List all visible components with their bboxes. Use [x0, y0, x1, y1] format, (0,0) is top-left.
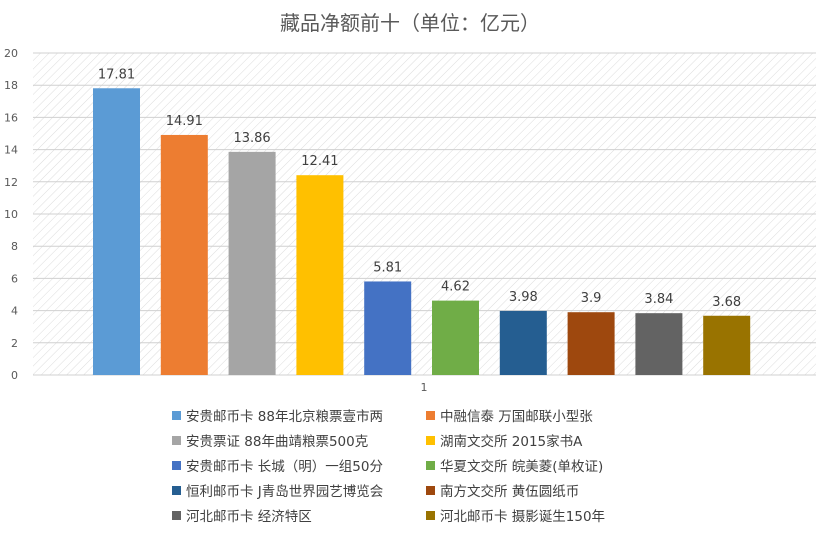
legend-label: 恒利邮币卡 J青岛世界园艺博览会 — [186, 484, 384, 500]
y-tick-label: 8 — [11, 240, 18, 253]
legend-swatch — [426, 435, 435, 445]
bar-series-2 — [160, 134, 208, 375]
y-tick-label: 4 — [11, 305, 18, 318]
legend-item: 河北邮币卡 摄影诞生150年 — [426, 507, 692, 525]
legend-label: 安贵票证 88年曲靖粮票500克 — [186, 434, 369, 450]
bar-series-7 — [499, 310, 547, 375]
chart-title: 藏品净额前十（单位：亿元） — [280, 11, 540, 35]
legend-swatch — [172, 435, 181, 445]
legend-label: 南方文交所 黄伍圆纸币 — [440, 484, 580, 500]
y-tick-label: 18 — [4, 79, 18, 92]
legend-label: 湖南文交所 2015家书A — [440, 434, 583, 450]
y-axis-ticks: 0 2 4 6 8 10 12 14 16 18 20 — [4, 47, 18, 382]
bar-series-9 — [635, 313, 683, 375]
legend-item: 安贵邮币卡 88年北京粮票壹市两 — [172, 407, 426, 425]
y-tick-label: 10 — [4, 208, 18, 221]
y-tick-label: 20 — [4, 47, 18, 60]
bars — [93, 88, 751, 375]
y-tick-label: 6 — [11, 272, 18, 285]
legend-swatch — [172, 460, 181, 470]
legend-item: 南方文交所 黄伍圆纸币 — [426, 482, 692, 500]
legend-label: 华夏文交所 皖美菱(单枚证) — [440, 459, 604, 475]
legend-label: 中融信泰 万国邮联小型张 — [440, 409, 593, 425]
legend-item: 安贵邮币卡 长城（明）一组50分 — [172, 457, 426, 475]
y-tick-label: 14 — [4, 144, 18, 157]
bar-series-10 — [703, 315, 751, 375]
bar-series-8 — [567, 312, 615, 375]
legend-label: 安贵邮币卡 长城（明）一组50分 — [186, 459, 383, 475]
data-label: 3.98 — [509, 290, 538, 305]
legend-label: 河北邮币卡 摄影诞生150年 — [440, 509, 606, 525]
x-tick-label: 1 — [421, 381, 428, 394]
y-tick-label: 0 — [11, 369, 18, 382]
legend-item: 河北邮币卡 经济特区 — [172, 507, 426, 525]
data-label: 13.86 — [233, 131, 270, 146]
data-label: 17.81 — [98, 67, 135, 82]
legend-swatch — [172, 485, 181, 495]
data-label: 5.81 — [373, 260, 402, 275]
legend-label: 河北邮币卡 经济特区 — [186, 509, 312, 525]
y-tick-label: 16 — [4, 111, 18, 124]
bar-series-6 — [432, 300, 479, 375]
legend-swatch — [172, 410, 181, 420]
legend-swatch — [426, 510, 435, 520]
data-label: 3.84 — [644, 292, 673, 307]
data-label: 3.9 — [581, 291, 602, 306]
legend-swatch — [426, 485, 435, 495]
data-label: 14.91 — [166, 114, 203, 129]
bar-series-3 — [228, 151, 276, 375]
legend: 安贵邮币卡 88年北京粮票壹市两 中融信泰 万国邮联小型张安贵票证 88年曲靖粮票… — [172, 407, 692, 525]
legend-item: 恒利邮币卡 J青岛世界园艺博览会 — [172, 482, 426, 500]
legend-item: 中融信泰 万国邮联小型张 — [426, 407, 692, 425]
bar-series-4 — [296, 175, 344, 375]
bar-series-1 — [93, 88, 140, 375]
legend-swatch — [426, 410, 435, 420]
legend-label: 安贵邮币卡 88年北京粮票壹市两 — [186, 409, 383, 425]
data-label: 4.62 — [441, 280, 470, 295]
data-labels: 17.81 14.91 13.86 12.41 5.81 4.62 3.98 3.9 3.84 3… — [98, 67, 741, 309]
legend-item: 安贵票证 88年曲靖粮票500克 — [172, 432, 426, 450]
y-tick-label: 2 — [11, 337, 18, 350]
y-tick-label: 12 — [4, 176, 18, 189]
legend-swatch — [172, 510, 181, 520]
legend-item: 华夏文交所 皖美菱(单枚证) — [426, 457, 692, 475]
legend-item: 湖南文交所 2015家书A — [426, 432, 692, 450]
data-label: 3.68 — [712, 295, 741, 310]
bar-series-5 — [364, 281, 412, 375]
data-label: 12.41 — [301, 154, 338, 169]
legend-swatch — [426, 460, 435, 470]
